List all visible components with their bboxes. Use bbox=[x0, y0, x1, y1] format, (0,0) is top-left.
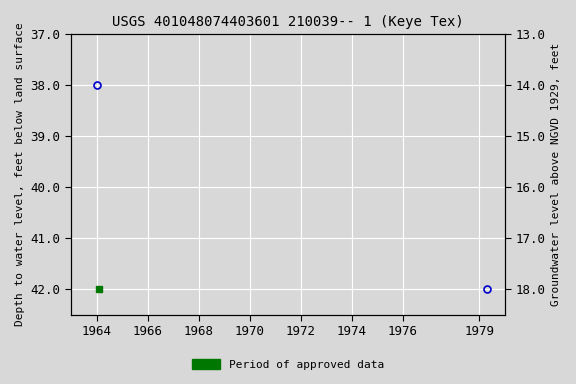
Y-axis label: Depth to water level, feet below land surface: Depth to water level, feet below land su… bbox=[15, 23, 25, 326]
Legend: Period of approved data: Period of approved data bbox=[188, 355, 388, 375]
Y-axis label: Groundwater level above NGVD 1929, feet: Groundwater level above NGVD 1929, feet bbox=[551, 43, 561, 306]
Title: USGS 401048074403601 210039-- 1 (Keye Tex): USGS 401048074403601 210039-- 1 (Keye Te… bbox=[112, 15, 464, 29]
